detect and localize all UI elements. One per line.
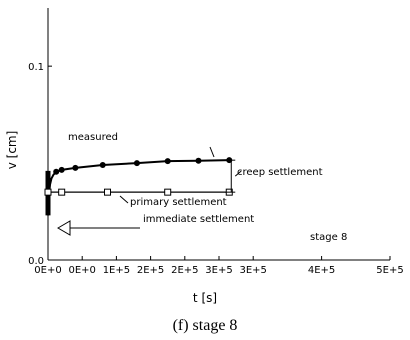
primary-settlement-point [44,188,52,196]
y-tick-label: 0.0 [28,256,44,267]
x-tick-label: 0E+0 [68,265,95,276]
measured-point [195,157,202,164]
stage-label: stage 8 [310,232,347,243]
measured-point [164,158,171,165]
measured-leader [209,146,215,158]
primary-settlement-point [164,188,172,196]
creep-leader [234,170,242,177]
creep-settlement-label: creep settlement [237,167,323,178]
measured-point [133,160,140,167]
primary-settlement-point [58,188,66,196]
primary-settlement-point [104,188,112,196]
primary-settlement-label: primary settlement [130,197,227,208]
measured-label: measured [68,132,118,143]
x-tick-label: 0E+0 [34,265,61,276]
plot-area: 0E+0 0E+0 1E+5 2E+5 2E+5 3E+5 3E+5 4E+5 5E+5 0.0 0… [28,8,404,276]
measured-point [58,166,65,173]
measured-point [99,162,106,169]
measured-point [72,164,79,171]
x-tick-label: 4E+5 [308,265,335,276]
immediate-arrow-head [57,220,71,236]
primary-leader [119,195,129,204]
y-axis-title: v [cm] [5,131,19,170]
x-tick-label: 1E+5 [103,265,130,276]
immediate-settlement-label: immediate settlement [143,214,254,225]
x-axis-title: t [s] [193,291,217,305]
x-tick-label: 3E+5 [239,265,266,276]
figure-caption: (f) stage 8 [173,317,238,334]
x-tick-label: 5E+5 [376,265,403,276]
y-tick-label: 0.1 [28,62,44,73]
measured-point [53,168,60,175]
x-tick-label: 3E+5 [205,265,232,276]
x-tick-label: 2E+5 [137,265,164,276]
x-tick-label: 2E+5 [171,265,198,276]
